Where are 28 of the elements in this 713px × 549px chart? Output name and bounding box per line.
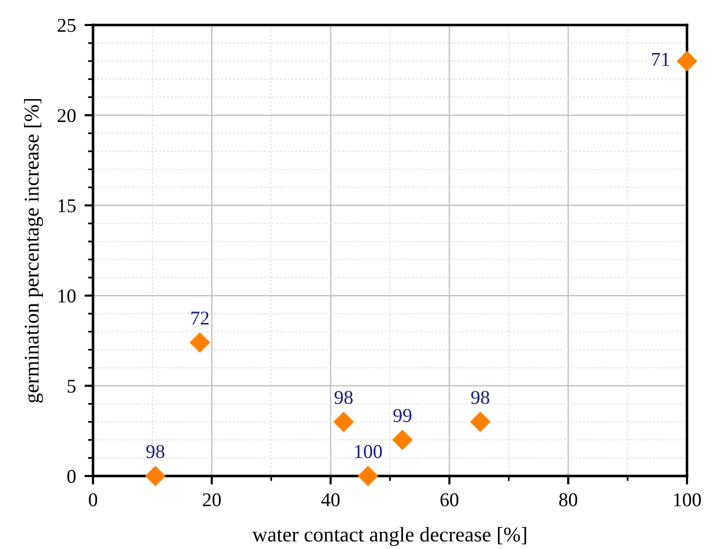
- point: [470, 412, 491, 432]
- y-tick-label: 5: [68, 380, 76, 393]
- y-tick-label: 0: [67, 470, 76, 483]
- point: [676, 50, 698, 72]
- y-tick-label: 10: [58, 289, 76, 303]
- point: [145, 466, 166, 486]
- annotation: 72: [191, 312, 209, 324]
- point: [333, 412, 354, 432]
- x-tick-label: 60: [440, 493, 458, 506]
- point: [392, 430, 413, 450]
- annotation: 98: [334, 390, 353, 404]
- x-tick-label: 100: [674, 493, 701, 506]
- x-tick-label: 80: [559, 493, 578, 506]
- y-tick-label: 20: [58, 109, 76, 122]
- annotation: 99: [393, 409, 412, 422]
- point: [358, 466, 378, 486]
- point: [190, 332, 210, 353]
- y-axis-title: germination percentage increase [%]: [24, 99, 43, 403]
- x-tick-label: 40: [321, 493, 340, 506]
- annotation: 98: [146, 445, 164, 458]
- x-tick-label: 0: [88, 493, 98, 506]
- annotation: 71: [652, 52, 670, 66]
- x-axis-title: water contact angle decrease [%]: [252, 526, 526, 546]
- y-tick-label: 25: [58, 18, 76, 32]
- y-tick-label: 15: [58, 199, 76, 212]
- annotation: 98: [471, 390, 490, 404]
- x-tick-label: 20: [202, 493, 221, 506]
- annotation: 100: [355, 445, 382, 458]
